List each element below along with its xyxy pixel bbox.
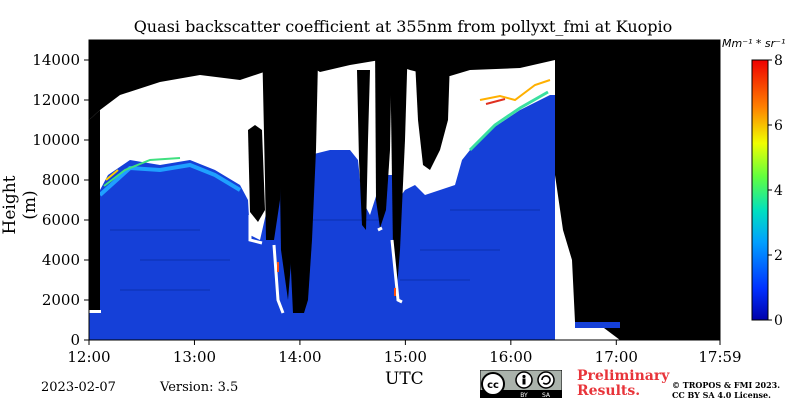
backscatter-field (89, 40, 720, 340)
x-tick-label: 15:00 (384, 348, 427, 366)
preliminary-notice: Preliminary Results. (577, 369, 669, 399)
by-label: BY (520, 392, 528, 398)
sa-label: SA (542, 392, 551, 398)
y-tick-label: 14000 (32, 51, 80, 69)
y-tick-label: 8000 (42, 171, 80, 189)
colorbar-tick-label: 2 (774, 248, 783, 264)
cc-license-badge[interactable]: cc BY SA (480, 370, 562, 398)
footer-date: 2023-02-07 (41, 380, 116, 395)
svg-text:cc: cc (487, 380, 499, 391)
chart-title: Quasi backscatter coefficient at 355nm f… (133, 17, 673, 36)
plot-frame (88, 39, 721, 341)
footer-version: Version: 3.5 (160, 380, 239, 395)
copyright-line1: © TROPOS & FMI 2023. (672, 380, 781, 390)
x-tick-label: 14:00 (278, 348, 321, 366)
preliminary-line2: Results. (577, 383, 641, 399)
y-tick-label: 6000 (42, 211, 80, 229)
y-tick-label: 2000 (42, 291, 80, 309)
colorbar-unit-label: Mm⁻¹ * sr⁻¹ (722, 37, 786, 50)
preliminary-line1: Preliminary (577, 368, 670, 384)
x-tick-label: 13:00 (173, 348, 216, 366)
colorbar-tick-label: 8 (774, 53, 783, 69)
x-axis-label: UTC (385, 369, 424, 389)
cc-icon (481, 372, 505, 396)
y-tick-label: 10000 (32, 131, 80, 149)
colorbar (751, 59, 769, 321)
x-tick-label: 17:59 (698, 348, 741, 366)
colorbar-ticks: 0 2 4 6 8 (768, 53, 783, 329)
x-tick-label: 17:00 (595, 348, 638, 366)
copyright-line2: CC BY SA 4.0 License. (672, 390, 771, 400)
x-tick-label: 12:00 (67, 348, 110, 366)
y-tick-label: 0 (70, 331, 80, 349)
sa-icon (537, 371, 555, 389)
colorbar-tick-label: 6 (774, 118, 783, 134)
y-tick-label: 12000 (32, 91, 80, 109)
colorbar-tick-label: 4 (774, 183, 783, 199)
x-tick-label: 16:00 (489, 348, 532, 366)
y-axis-ticks: 0 2000 4000 6000 8000 10000 12000 14000 (32, 51, 89, 349)
colorbar-tick-label: 0 (774, 313, 783, 329)
x-axis-ticks: 12:00 13:00 14:00 15:00 16:00 17:00 17:59 (67, 340, 742, 366)
y-tick-label: 4000 (42, 251, 80, 269)
copyright-notice: © TROPOS & FMI 2023. CC BY SA 4.0 Licens… (672, 380, 780, 400)
